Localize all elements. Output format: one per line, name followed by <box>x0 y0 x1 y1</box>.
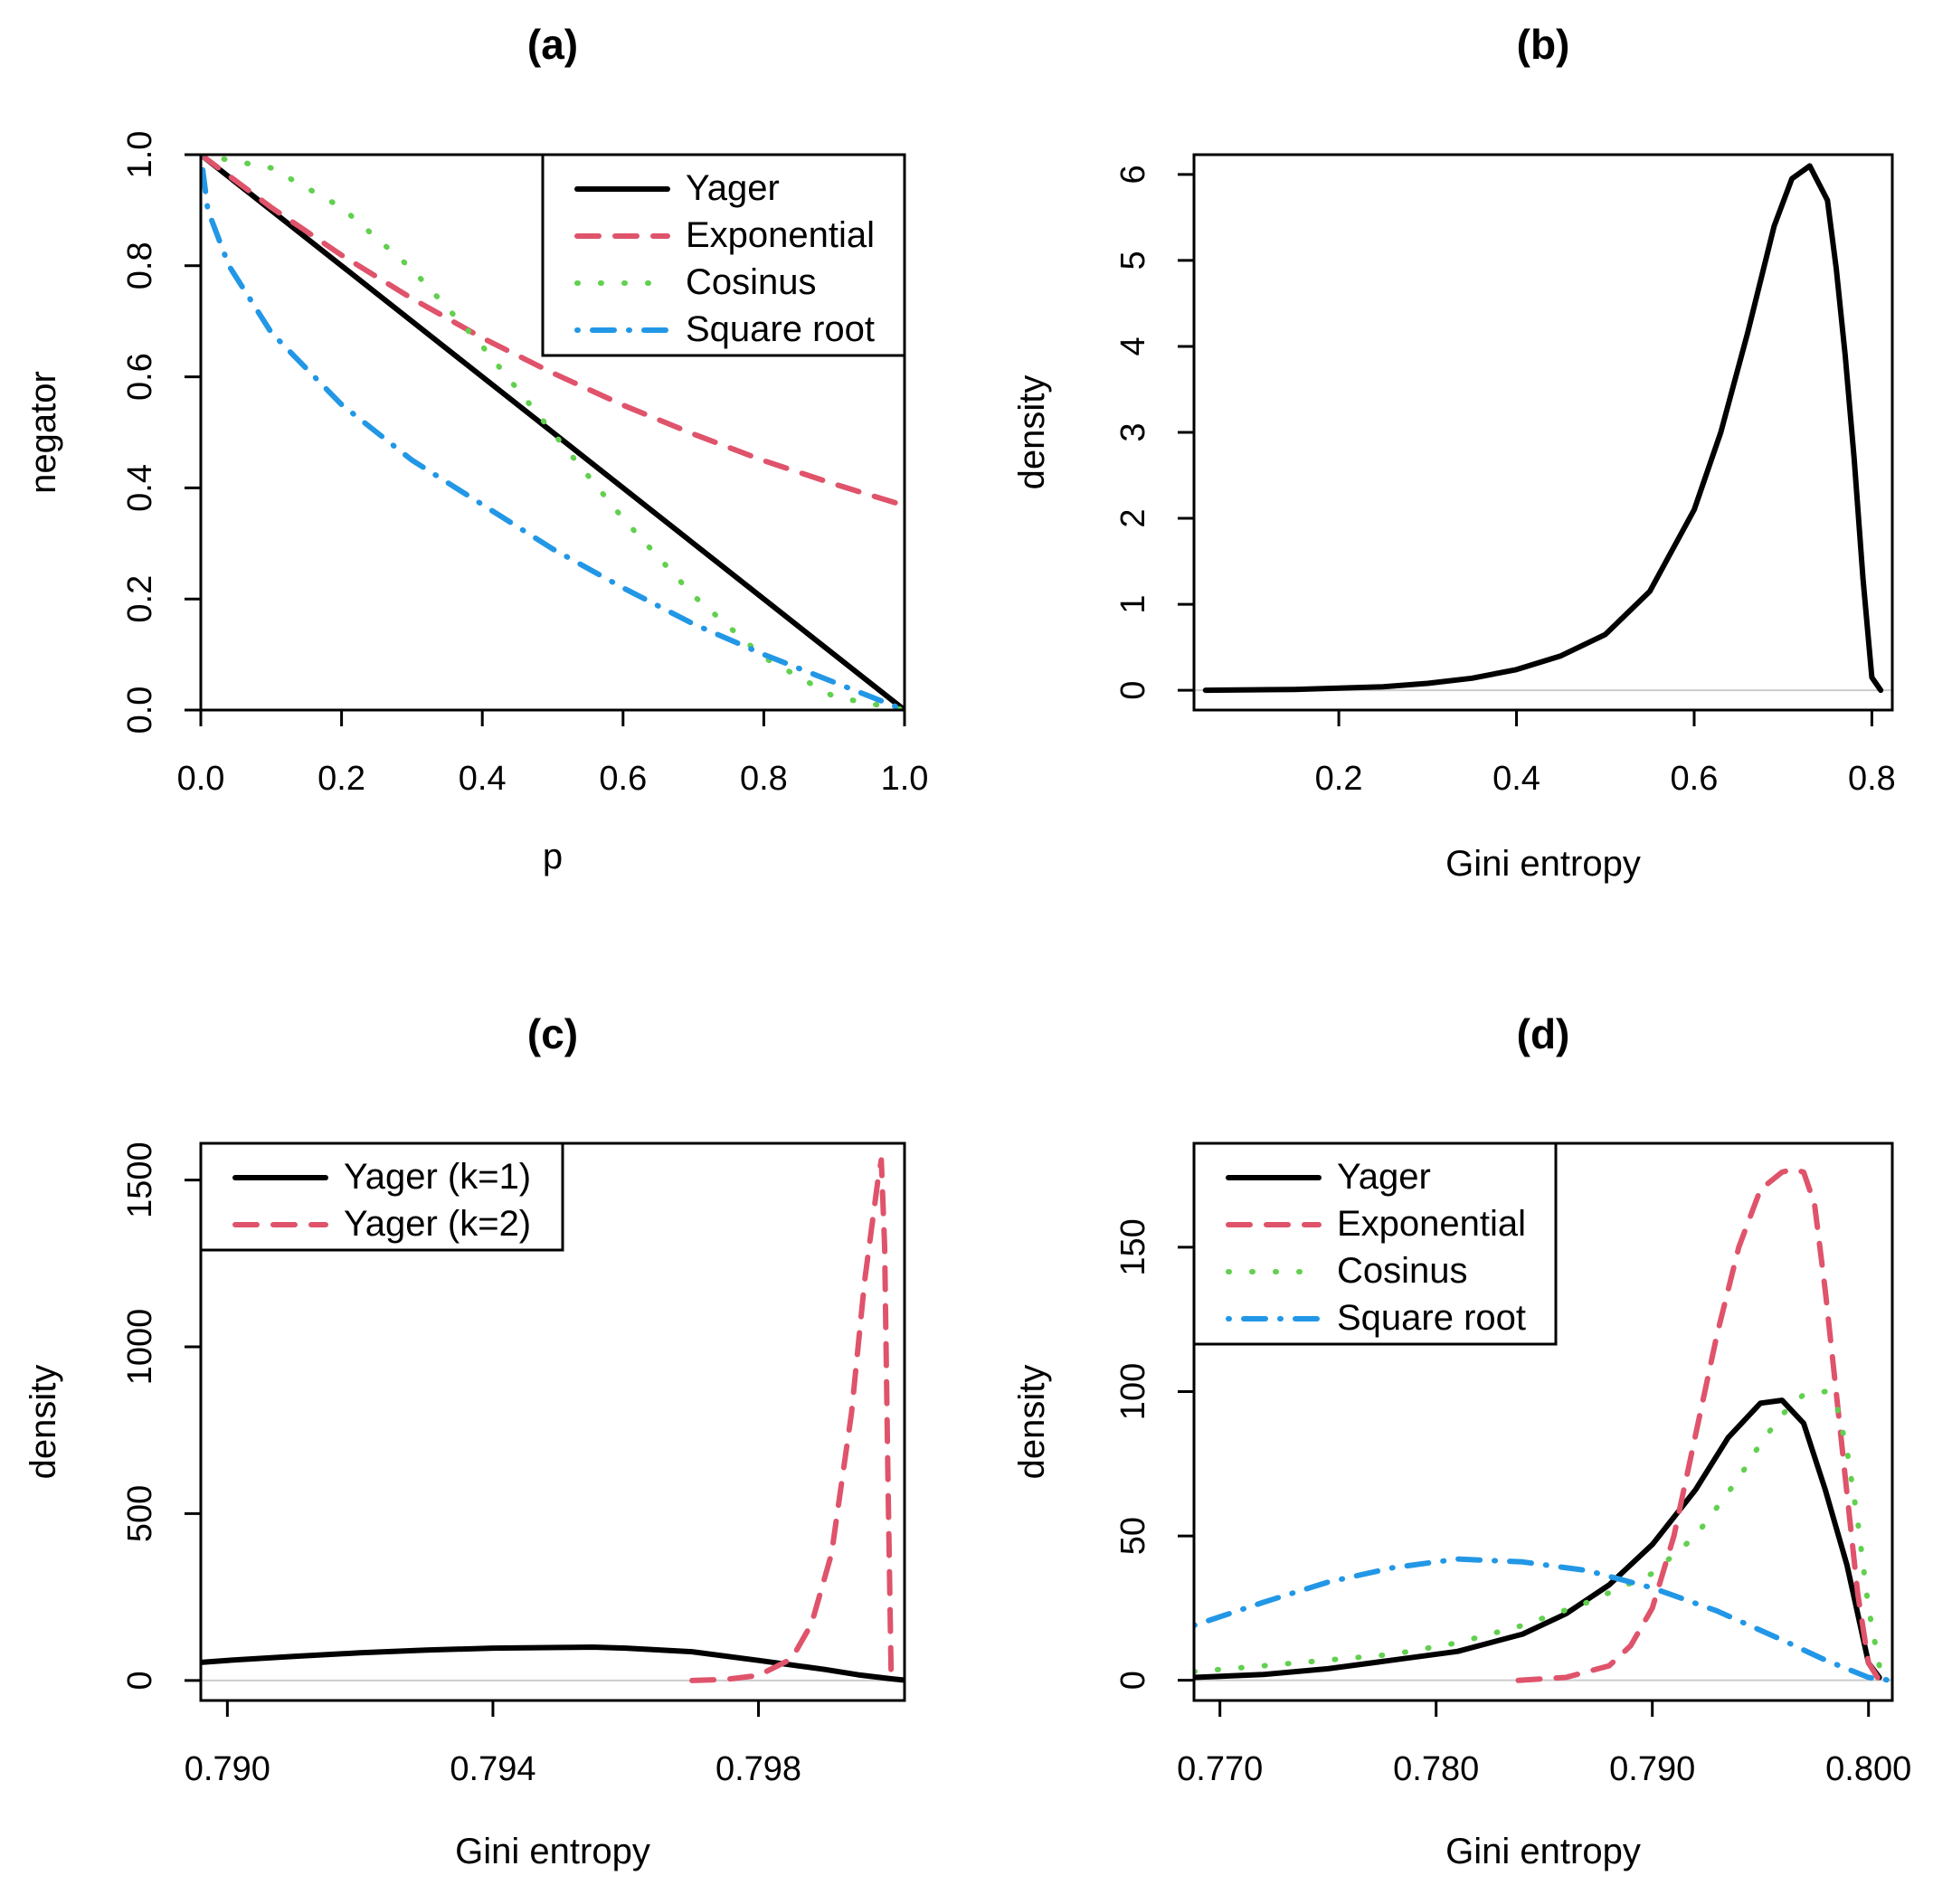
x-axis-label: Gini entropy <box>1445 844 1641 884</box>
x-axis-label: p <box>543 837 563 876</box>
legend-box <box>199 1141 564 1252</box>
y-tick-label: 6 <box>1114 165 1152 184</box>
plot-frame <box>1192 153 1894 712</box>
x-tick-label: 0.2 <box>1315 760 1363 798</box>
legend-label: Cosinus <box>686 262 817 302</box>
y-tick-label: 0.2 <box>121 575 159 623</box>
y-tick-label: 5 <box>1114 251 1152 270</box>
legend: Yager Exponential Cosinus Square root <box>1192 1141 1558 1346</box>
legend: Yager (k=1) Yager (k=2) <box>199 1141 564 1252</box>
panel-b: (b) Gini entropy density 0.2 0.4 0.6 0.8 0 1 2 3 4 5… <box>1012 21 1896 884</box>
y-tick-label: 1500 <box>121 1141 159 1218</box>
legend-label: Yager <box>686 168 780 208</box>
series-line-yager <box>201 155 905 710</box>
x-tick-label: 0.780 <box>1393 1750 1479 1788</box>
series-line-yager-k-2 <box>689 1157 895 1683</box>
y-axis-label: density <box>1012 1365 1052 1480</box>
x-tick-label: 0.800 <box>1825 1750 1911 1788</box>
y-tick-label: 0.4 <box>121 464 159 512</box>
y-axis-label: density <box>24 1365 63 1480</box>
y-tick-label: 0.0 <box>121 687 159 734</box>
y-tick-label: 50 <box>1114 1517 1152 1555</box>
panel-title: (d) <box>1517 1010 1570 1057</box>
y-axis-label: density <box>1012 375 1052 490</box>
x-tick-label: 0.4 <box>459 760 507 798</box>
series-line-square-root <box>201 155 905 710</box>
legend-label: Exponential <box>686 215 875 255</box>
x-axis-label: Gini entropy <box>1445 1832 1641 1871</box>
panel-title: (b) <box>1517 21 1570 68</box>
x-tick-label: 0.4 <box>1492 760 1540 798</box>
y-tick-label: 3 <box>1114 422 1152 441</box>
series-line-cosinus <box>1194 1388 1892 1681</box>
x-tick-label: 0.790 <box>1609 1750 1695 1788</box>
x-tick-label: 0.6 <box>1671 760 1719 798</box>
legend-label: Square root <box>1337 1298 1526 1338</box>
y-tick-label: 4 <box>1114 336 1152 355</box>
series-line-yager <box>1194 1397 1882 1681</box>
series-line-exponential <box>201 155 905 508</box>
x-tick-label: 0.8 <box>740 760 788 798</box>
y-tick-label: 1.0 <box>121 131 159 179</box>
series-line-density <box>1202 163 1884 694</box>
x-tick-label: 0.794 <box>450 1750 535 1788</box>
panel-title: (a) <box>527 21 578 68</box>
y-tick-label: 150 <box>1114 1218 1152 1275</box>
x-tick-label: 0.770 <box>1177 1750 1263 1788</box>
panel-a: (a) p negator 0.0 0.2 0.4 0.6 0.8 1.0 0.0 0.2 0.4 0.… <box>24 21 928 876</box>
legend-label: Square root <box>686 309 875 349</box>
y-tick-label: 0 <box>1114 681 1152 700</box>
y-tick-label: 0 <box>121 1671 159 1690</box>
series-line-yager-k-1 <box>201 1644 905 1683</box>
y-tick-label: 100 <box>1114 1363 1152 1420</box>
legend-label: Yager <box>1337 1157 1431 1197</box>
x-tick-label: 0.6 <box>599 760 647 798</box>
y-tick-label: 0.6 <box>121 353 159 401</box>
y-tick-label: 0 <box>1114 1671 1152 1690</box>
series-line-cosinus <box>201 155 905 710</box>
x-axis-label: Gini entropy <box>455 1832 650 1871</box>
legend-label: Yager (k=2) <box>344 1204 531 1244</box>
legend-label: Cosinus <box>1337 1251 1468 1291</box>
y-tick-label: 2 <box>1114 508 1152 527</box>
legend: Yager Exponential Cosinus Square root <box>541 153 906 357</box>
x-tick-label: 0.2 <box>317 760 365 798</box>
panel-d: (d) Gini entropy density 0.770 0.780 0.790 0.8… <box>1012 1010 1911 1871</box>
legend-label: Yager (k=1) <box>344 1157 531 1197</box>
panel-c: (c) Gini entropy density 0.790 0.794 0.798 0 50… <box>24 1010 906 1871</box>
x-tick-label: 0.0 <box>177 760 225 798</box>
panel-title: (c) <box>527 1010 578 1057</box>
y-tick-label: 1000 <box>121 1309 159 1386</box>
legend-label: Exponential <box>1337 1204 1526 1244</box>
series-line-square-root <box>1194 1556 1892 1683</box>
y-tick-label: 0.8 <box>121 242 159 289</box>
series-line-exponential <box>1515 1166 1882 1683</box>
x-tick-label: 0.8 <box>1848 760 1896 798</box>
x-tick-label: 0.798 <box>715 1750 801 1788</box>
x-tick-label: 0.790 <box>185 1750 270 1788</box>
x-tick-label: 1.0 <box>881 760 929 798</box>
y-tick-label: 1 <box>1114 595 1152 614</box>
y-tick-label: 500 <box>121 1485 159 1542</box>
y-axis-label: negator <box>24 371 63 494</box>
